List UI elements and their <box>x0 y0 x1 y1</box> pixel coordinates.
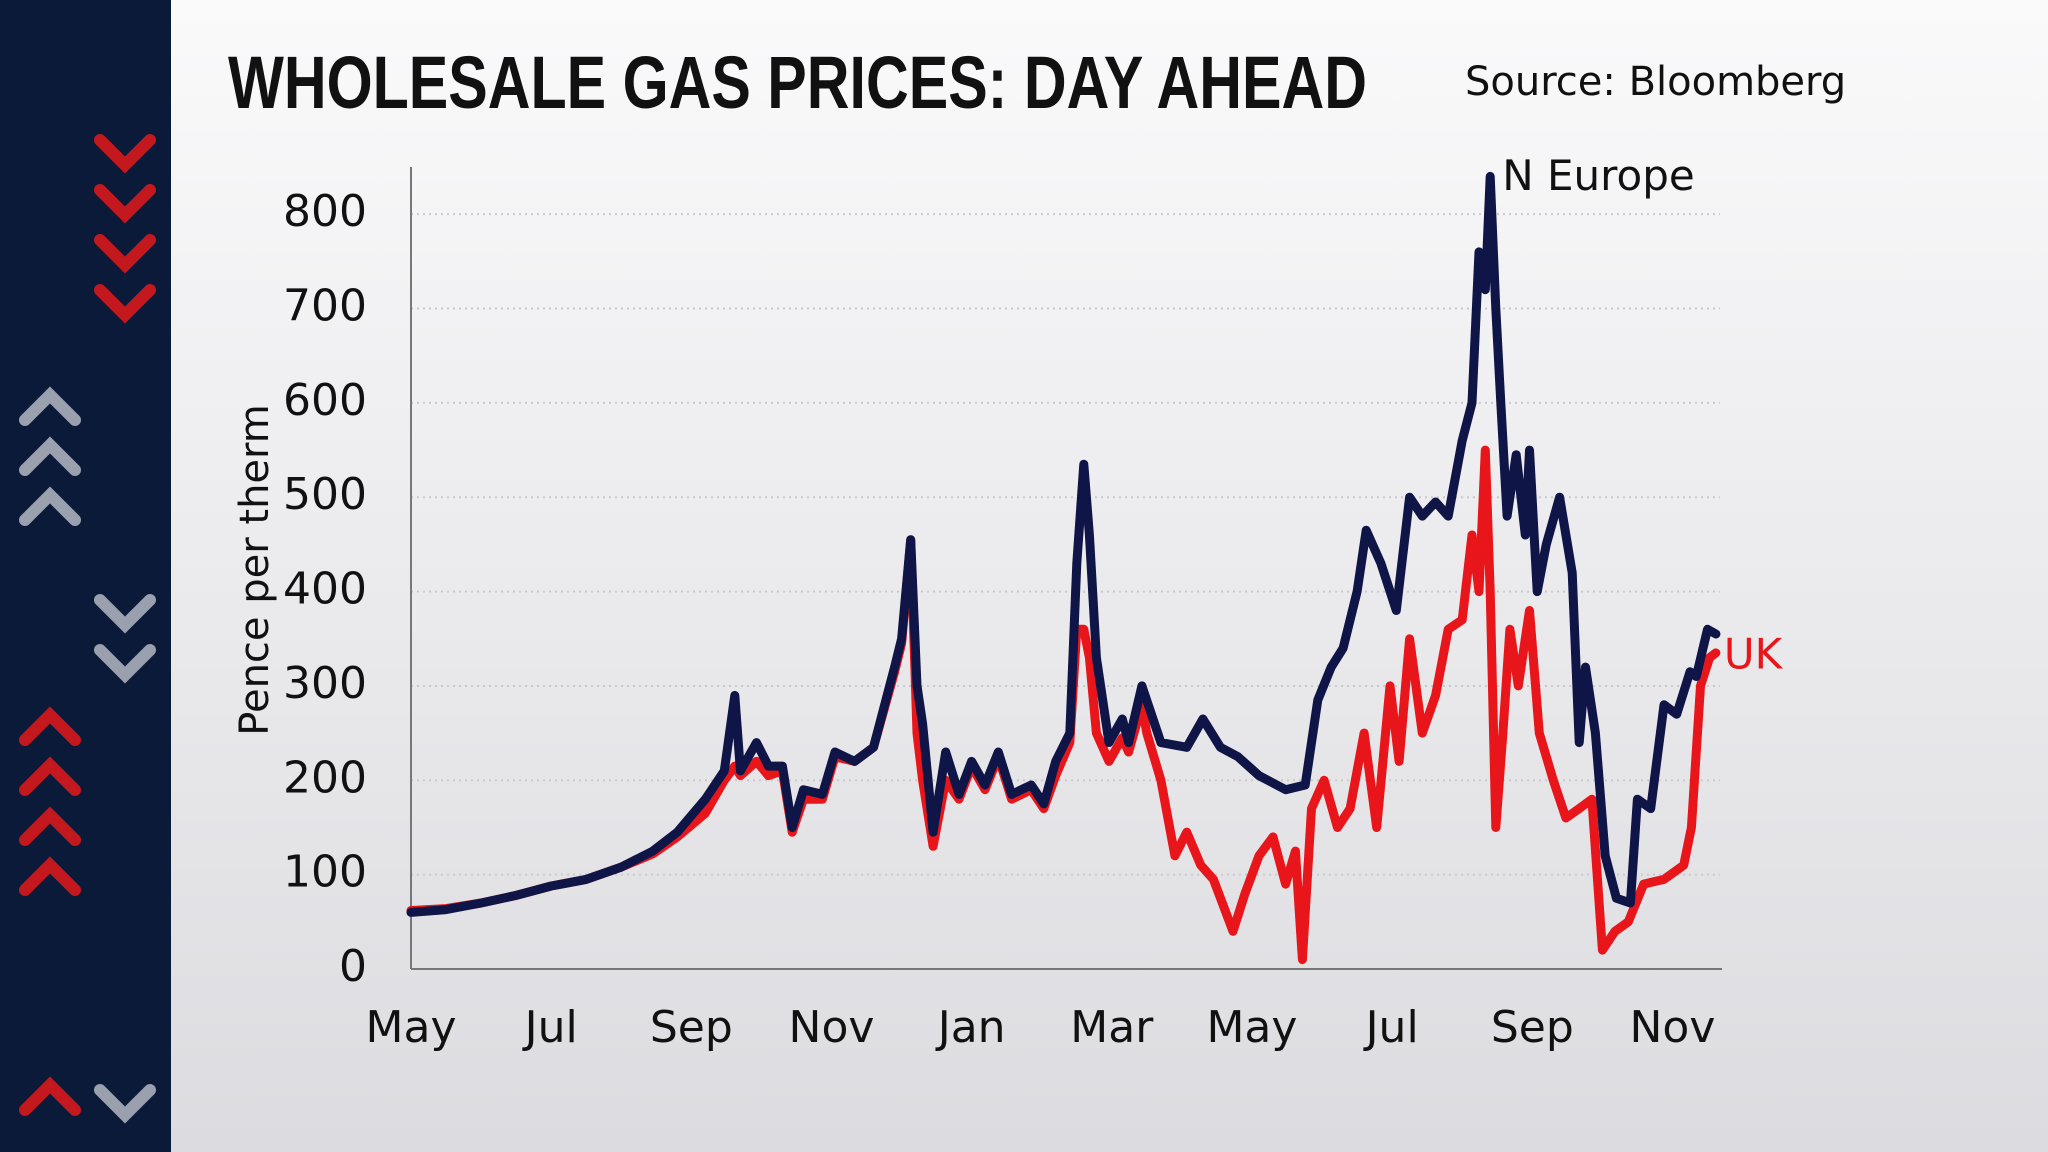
y-tick-label: 0 <box>339 941 367 992</box>
x-tick-label: Sep <box>650 1002 733 1053</box>
y-tick-label: 200 <box>283 752 367 803</box>
x-tick-label: May <box>1206 1002 1297 1053</box>
x-tick-label: Jul <box>1363 1002 1419 1053</box>
x-tick-label: Jul <box>522 1002 578 1053</box>
y-tick-label: 100 <box>283 847 367 898</box>
y-axis-label: Pence per therm <box>232 404 278 735</box>
plot: 0 100 200 300 400 500 600 700 800 May Jul Sep Nov Jan… <box>283 151 1784 1053</box>
x-tick-label: Sep <box>1491 1002 1574 1053</box>
series-label: N Europe <box>1502 151 1694 200</box>
y-tick-label: 500 <box>283 469 367 520</box>
source: Source: Bloomberg <box>1465 59 1846 105</box>
x-tick-label: May <box>366 1002 457 1053</box>
y-tick-label: 300 <box>283 658 367 709</box>
y-tick-label: 600 <box>283 375 367 426</box>
series-line <box>406 171 1721 917</box>
x-tick-label: Mar <box>1070 1002 1154 1053</box>
chart-title: WHOLESALE GAS PRICES: DAY AHEAD <box>228 42 1367 125</box>
side-strip <box>0 0 171 1152</box>
y-tick-label: 400 <box>283 564 367 615</box>
series-label: UK <box>1724 629 1784 678</box>
x-tick-label: Nov <box>789 1002 875 1053</box>
x-tick-label: Jan <box>935 1002 1006 1053</box>
chevrons <box>19 134 156 1124</box>
y-tick-label: 700 <box>283 281 367 332</box>
y-tick-label: 800 <box>283 186 367 237</box>
x-tick-label: Nov <box>1630 1002 1716 1053</box>
